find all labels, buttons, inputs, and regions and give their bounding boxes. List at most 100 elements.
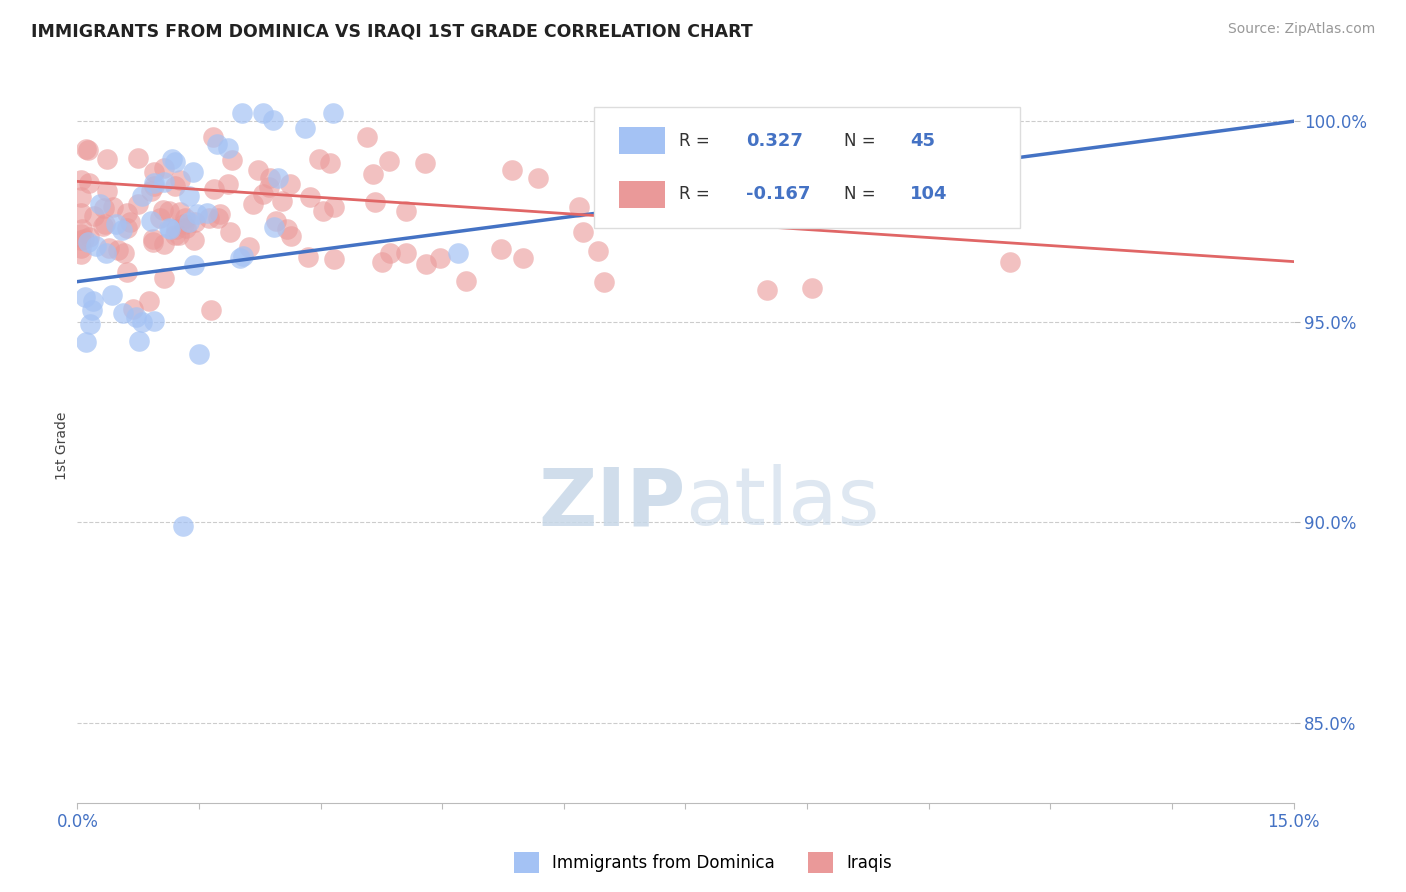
Point [131, 189, 153, 203]
Point [271, 194, 294, 209]
Point [83, 209, 105, 223]
Point [322, 106, 344, 120]
Point [197, 211, 219, 226]
Point [447, 246, 470, 260]
Point [96, 184, 118, 198]
Point [207, 211, 229, 226]
Point [93, 202, 115, 216]
Point [96, 152, 118, 166]
Point [70, 233, 93, 247]
Point [259, 170, 281, 185]
Point [205, 136, 228, 151]
Point [512, 251, 534, 265]
Point [84, 238, 107, 252]
Point [75, 290, 97, 304]
Point [219, 225, 242, 239]
Point [217, 141, 239, 155]
Point [79, 317, 101, 331]
Point [139, 184, 162, 198]
Point [184, 214, 207, 228]
Point [103, 200, 125, 214]
Point [141, 213, 163, 227]
Text: R =: R = [679, 186, 716, 203]
Point [278, 177, 301, 191]
Point [115, 205, 138, 219]
Text: 104: 104 [911, 186, 948, 203]
Point [252, 186, 274, 201]
Point [415, 257, 437, 271]
Point [93, 219, 115, 234]
Text: R =: R = [679, 132, 716, 150]
Point [257, 180, 280, 194]
Point [157, 204, 180, 219]
Point [394, 246, 416, 260]
Point [101, 288, 124, 302]
FancyBboxPatch shape [595, 107, 1019, 228]
Text: N =: N = [844, 132, 880, 150]
Point [363, 167, 385, 181]
Point [568, 200, 591, 214]
Point [395, 203, 418, 218]
Point [143, 165, 166, 179]
Point [153, 175, 176, 189]
Point [183, 258, 205, 272]
FancyBboxPatch shape [619, 127, 665, 154]
Point [143, 178, 166, 193]
Point [80, 303, 103, 318]
Point [122, 301, 145, 316]
Point [138, 293, 160, 308]
Point [186, 207, 208, 221]
Point [141, 232, 163, 246]
Point [173, 217, 195, 231]
Point [75, 142, 97, 156]
Point [163, 154, 186, 169]
Point [294, 121, 316, 136]
Point [297, 250, 319, 264]
Point [153, 161, 176, 175]
Point [276, 221, 298, 235]
Point [70, 221, 93, 235]
Point [217, 177, 239, 191]
Point [157, 220, 180, 235]
Point [246, 162, 269, 177]
Point [70, 247, 93, 261]
Point [263, 219, 285, 234]
Text: N =: N = [844, 186, 880, 203]
Point [163, 178, 186, 193]
Point [998, 254, 1021, 268]
Point [238, 240, 260, 254]
Point [73, 232, 96, 246]
Point [323, 200, 346, 214]
Point [593, 275, 616, 289]
Point [153, 270, 176, 285]
Point [586, 244, 609, 259]
Point [377, 154, 399, 169]
Point [152, 202, 174, 217]
Point [526, 170, 548, 185]
Point [936, 211, 959, 225]
Point [489, 242, 512, 256]
Point [104, 217, 127, 231]
Point [370, 254, 392, 268]
Point [755, 283, 778, 297]
Point [322, 252, 344, 266]
Point [364, 195, 387, 210]
Text: ZIP: ZIP [538, 464, 686, 542]
Point [142, 235, 165, 250]
FancyBboxPatch shape [619, 180, 665, 208]
Point [356, 130, 378, 145]
Point [89, 197, 111, 211]
Point [229, 251, 252, 265]
Point [111, 223, 134, 237]
Point [242, 197, 264, 211]
Point [202, 130, 225, 145]
Point [181, 165, 204, 179]
Point [172, 519, 194, 533]
Point [70, 173, 93, 187]
Point [195, 206, 218, 220]
Point [262, 113, 284, 128]
Point [202, 182, 225, 196]
Point [200, 303, 222, 318]
Point [800, 281, 823, 295]
Point [177, 189, 200, 203]
